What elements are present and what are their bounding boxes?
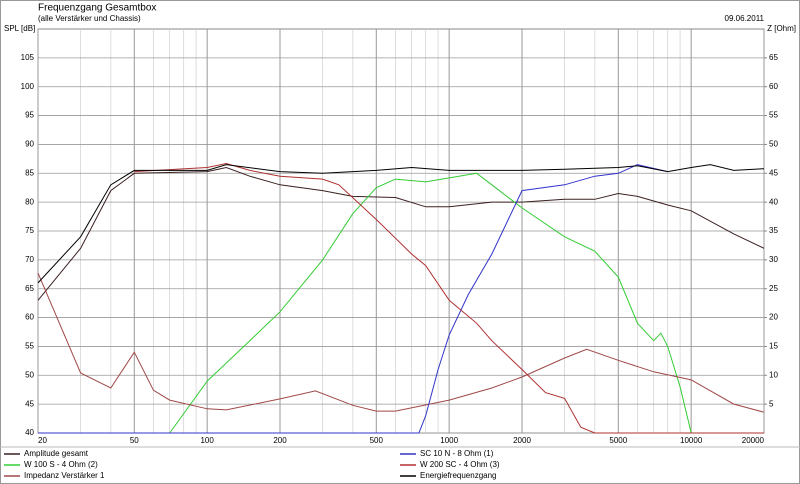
chart-subtitle: (alle Verstärker und Chassis) [38,14,141,23]
x-tick-label: 50 [130,436,139,445]
y-tick-label: 65 [25,284,34,293]
legend-label: W 100 S - 4 Ohm (2) [24,460,98,469]
series-line [37,272,765,413]
x-tick-label: 100 [200,436,214,445]
y2-tick-label: 55 [769,111,778,120]
series-line [134,162,764,434]
date: 09.06.2011 [725,14,765,23]
y2-tick-label: 25 [769,284,778,293]
x-tick-label: 200 [273,436,287,445]
y2-tick-label: 15 [769,342,778,351]
y-tick-label: 50 [25,370,34,379]
x-tick-label: 20000 [742,436,765,445]
y2-tick-label: 60 [769,82,778,91]
y-axis-label: SPL [dB] [4,24,35,33]
x-tick-label: 1000 [440,436,458,445]
y-tick-label: 95 [25,111,34,120]
legend-label: Amplitude gesamt [24,449,89,458]
legend-label: Energiefrequenzgang [420,471,497,480]
y-tick-label: 55 [25,342,34,351]
y-tick-label: 70 [25,255,34,264]
series-line [37,164,765,284]
chart-title: Frequenzgang Gesamtbox [38,3,156,14]
y-tick-label: 105 [21,53,35,62]
y-tick-label: 90 [25,140,34,149]
y-tick-label: 100 [21,82,35,91]
y2-tick-label: 40 [769,197,778,206]
y2-tick-label: 30 [769,255,778,264]
y2-axis-label: Z [Ohm] [767,24,796,33]
y2-tick-label: 5 [769,399,774,408]
y2-tick-label: 20 [769,313,778,322]
y2-tick-label: 10 [769,370,778,379]
y-tick-label: 45 [25,399,34,408]
series-line [38,164,668,434]
y-tick-label: 85 [25,168,34,177]
x-tick-label: 10000 [680,436,703,445]
y-tick-label: 80 [25,197,34,206]
x-tick-label: 5000 [609,436,627,445]
series-line [37,166,765,301]
y-tick-label: 60 [25,313,34,322]
y-tick-label: 40 [25,428,34,437]
legend-label: Impedanz Verstärker 1 [24,471,105,480]
y2-tick-label: 50 [769,140,778,149]
y-tick-label: 75 [25,226,34,235]
y2-tick-label: 45 [769,168,778,177]
x-tick-label: 500 [370,436,384,445]
series-line [169,172,692,434]
legend-label: W 200 SC - 4 Ohm (3) [420,460,500,469]
x-tick-label: 2000 [513,436,531,445]
y2-tick-label: 35 [769,226,778,235]
legend-label: SC 10 N - 8 Ohm (1) [420,449,494,458]
x-tick-label: 20 [38,436,47,445]
y2-tick-label: 65 [769,53,778,62]
